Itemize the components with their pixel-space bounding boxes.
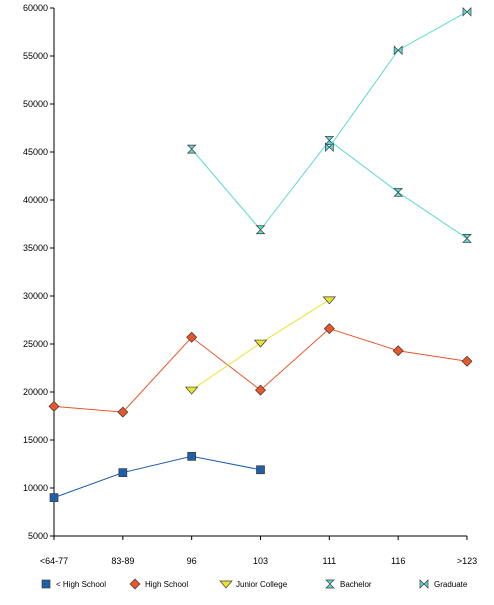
data-point bbox=[393, 187, 404, 197]
data-point bbox=[186, 144, 197, 154]
legend-label: High School bbox=[145, 580, 188, 589]
data-point bbox=[48, 400, 60, 412]
data-point bbox=[461, 355, 473, 367]
data-point bbox=[393, 45, 403, 56]
axes: 5000 10000 15000 20000 25000 30000 35000 40000 4… bbox=[23, 3, 477, 566]
series-graduate bbox=[324, 6, 472, 153]
data-point bbox=[118, 468, 128, 477]
data-point bbox=[184, 386, 199, 395]
x-tick-label: 83-89 bbox=[111, 556, 134, 566]
series-high-school bbox=[49, 451, 265, 502]
data-point bbox=[324, 142, 334, 153]
data-point bbox=[187, 451, 197, 461]
data-point bbox=[322, 296, 337, 305]
y-tick-label: 15000 bbox=[23, 435, 48, 445]
x-tick-label: <64-77 bbox=[40, 556, 68, 566]
data-point bbox=[392, 345, 404, 357]
legend-marker bbox=[325, 579, 335, 589]
x-tick-label: 103 bbox=[253, 556, 268, 566]
data-point bbox=[186, 331, 198, 343]
legend-item: < High School bbox=[41, 579, 106, 589]
legend-label: Junior College bbox=[236, 580, 288, 589]
y-tick-label: 20000 bbox=[23, 387, 48, 397]
data-point bbox=[462, 6, 472, 17]
legend-item: Junior College bbox=[219, 580, 288, 589]
legend-label: Graduate bbox=[434, 580, 468, 589]
series-lines bbox=[48, 6, 473, 502]
y-tick-label: 45000 bbox=[23, 147, 48, 157]
legend-marker bbox=[129, 578, 141, 590]
series-line bbox=[191, 139, 468, 239]
legend: < High School High School Junior College Ba… bbox=[41, 578, 468, 590]
legend-label: Bachelor bbox=[340, 580, 372, 589]
y-tick-label: 40000 bbox=[23, 195, 48, 205]
x-tick-label: 96 bbox=[187, 556, 197, 566]
y-tick-label: 35000 bbox=[23, 243, 48, 253]
data-point bbox=[117, 406, 129, 418]
series-bachelor bbox=[186, 136, 472, 243]
legend-item: High School bbox=[129, 578, 188, 590]
data-point bbox=[256, 465, 265, 475]
data-point bbox=[49, 493, 59, 502]
series-junior-college bbox=[184, 296, 337, 395]
y-tick-label: 10000 bbox=[23, 483, 48, 493]
data-point bbox=[253, 339, 268, 348]
data-point bbox=[323, 323, 335, 335]
x-tick-label: 111 bbox=[322, 556, 336, 566]
legend-item: Graduate bbox=[419, 579, 468, 589]
y-tick-label: 55000 bbox=[23, 51, 48, 61]
y-tick-label: 25000 bbox=[23, 339, 48, 349]
x-tick-label: >123 bbox=[457, 556, 477, 566]
series-line bbox=[53, 455, 261, 499]
y-tick-label: 50000 bbox=[23, 99, 48, 109]
series-high-school bbox=[48, 323, 473, 418]
legend-label: < High School bbox=[56, 580, 106, 589]
legend-marker bbox=[219, 580, 233, 589]
data-point bbox=[255, 225, 266, 235]
y-tick-label: 60000 bbox=[23, 3, 48, 13]
data-point bbox=[255, 384, 266, 396]
legend-marker bbox=[41, 579, 51, 589]
y-tick-label: 5000 bbox=[28, 531, 48, 541]
legend-marker bbox=[419, 579, 429, 589]
x-tick-label: 116 bbox=[391, 556, 405, 566]
y-tick-label: 30000 bbox=[23, 291, 48, 301]
series-line bbox=[328, 11, 468, 148]
data-point bbox=[462, 234, 472, 243]
legend-item: Bachelor bbox=[325, 579, 372, 589]
